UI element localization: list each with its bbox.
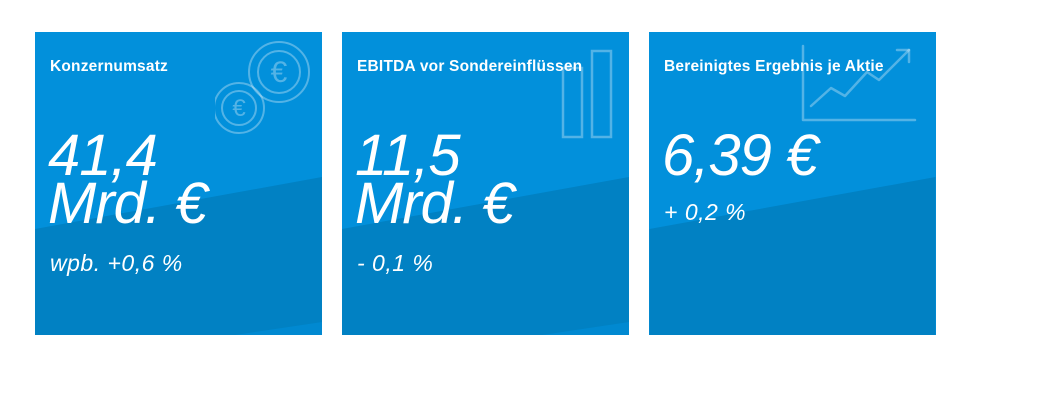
tile-value: 11,5 Mrd. € [355,123,514,236]
tile-value-number: 6,39 € [662,123,818,188]
tile-title: Konzernumsatz [50,58,169,75]
kpi-tile-revenue: € € Konzernumsatz 41,4 Mrd. € wpb. +0,6 … [35,32,322,335]
tile-value-number: 41,4 [48,123,158,188]
tile-title: Bereinigtes Ergebnis je Aktie [664,58,884,75]
tile-value: 41,4 Mrd. € [48,123,207,236]
tile-title: EBITDA vor Sondereinflüssen [357,58,583,75]
tile-value-unit: Mrd. € [48,171,207,236]
bar-chart-icon [561,49,613,139]
kpi-tile-eps: Bereinigtes Ergebnis je Aktie 6,39 € + 0… [649,32,936,335]
svg-text:€: € [271,56,288,89]
tile-value: 6,39 € [662,123,818,188]
tile-change: wpb. +0,6 % [50,250,183,276]
tile-value-number: 11,5 [355,123,461,188]
tile-change: + 0,2 % [664,199,747,225]
svg-text:€: € [232,95,246,122]
tile-background [342,32,629,335]
euro-coins-icon: € € [215,41,310,134]
kpi-tile-ebitda: EBITDA vor Sondereinflüssen 11,5 Mrd. € … [342,32,629,335]
tile-background [649,32,936,335]
tile-background [35,32,322,335]
line-chart-icon [801,44,917,122]
tile-value-unit: Mrd. € [355,171,514,236]
tile-change: - 0,1 % [357,250,434,276]
